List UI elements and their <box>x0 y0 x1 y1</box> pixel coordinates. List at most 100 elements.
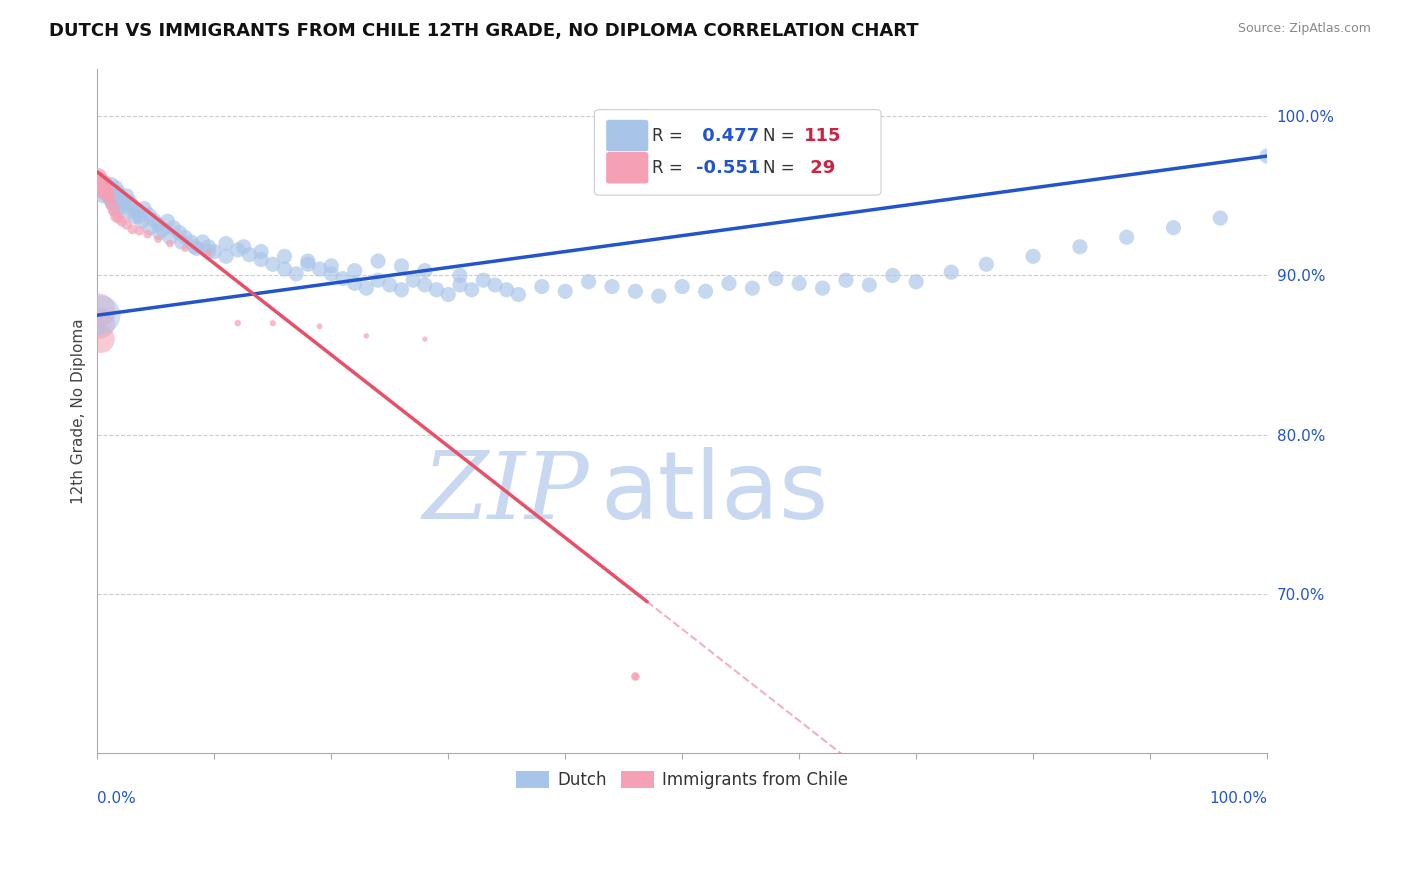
Point <box>103 184 125 198</box>
Point <box>93 186 115 200</box>
Point <box>858 277 880 292</box>
FancyBboxPatch shape <box>595 110 882 195</box>
Point <box>136 227 159 241</box>
Point <box>262 257 284 271</box>
Point <box>125 204 148 219</box>
Point <box>107 211 129 226</box>
Point <box>449 268 471 283</box>
Point <box>905 275 928 289</box>
Point <box>134 202 156 216</box>
Point <box>89 173 111 187</box>
Point <box>197 246 219 260</box>
Point <box>321 267 343 281</box>
Point <box>90 332 112 346</box>
Point <box>343 277 366 291</box>
Text: DUTCH VS IMMIGRANTS FROM CHILE 12TH GRADE, NO DIPLOMA CORRELATION CHART: DUTCH VS IMMIGRANTS FROM CHILE 12TH GRAD… <box>49 22 920 40</box>
Point <box>87 303 110 318</box>
Point <box>1022 249 1045 263</box>
Point <box>112 196 135 211</box>
Point <box>111 214 134 228</box>
Point <box>87 169 110 184</box>
Point <box>159 230 181 244</box>
Point <box>600 279 623 293</box>
Text: Source: ZipAtlas.com: Source: ZipAtlas.com <box>1237 22 1371 36</box>
Point <box>167 226 190 240</box>
Point <box>162 220 184 235</box>
Point <box>238 248 260 262</box>
Point <box>530 279 553 293</box>
Point <box>105 203 128 218</box>
Point <box>90 173 112 187</box>
Y-axis label: 12th Grade, No Diploma: 12th Grade, No Diploma <box>72 318 86 503</box>
Point <box>484 277 506 292</box>
Text: R =: R = <box>652 159 688 177</box>
Point <box>131 214 153 228</box>
Text: N =: N = <box>763 127 800 145</box>
Text: R =: R = <box>652 127 688 145</box>
Point <box>695 285 717 299</box>
Point <box>91 176 114 190</box>
Point <box>91 181 114 195</box>
Point <box>273 249 295 263</box>
Point <box>460 283 482 297</box>
Point <box>1163 220 1185 235</box>
Point <box>90 179 112 194</box>
Point <box>104 190 127 204</box>
Point <box>671 279 693 293</box>
Point <box>97 186 120 200</box>
Point <box>94 176 117 190</box>
Point <box>156 214 179 228</box>
Point <box>174 230 197 244</box>
Point <box>121 200 143 214</box>
Point <box>197 244 219 259</box>
Point <box>146 232 169 246</box>
Point <box>94 179 117 194</box>
Point <box>765 271 787 285</box>
Point <box>624 285 647 299</box>
Point <box>142 212 165 227</box>
Point <box>170 235 193 249</box>
Point <box>308 319 330 334</box>
Text: 29: 29 <box>804 159 835 177</box>
Point <box>183 240 205 254</box>
Point <box>232 240 254 254</box>
Point <box>321 259 343 273</box>
Point <box>425 283 447 297</box>
Text: 0.477: 0.477 <box>696 127 759 145</box>
Point <box>94 176 117 190</box>
Point <box>139 220 162 235</box>
Text: N =: N = <box>763 159 800 177</box>
Point <box>90 308 112 322</box>
Point <box>413 332 436 346</box>
Point <box>105 181 128 195</box>
Text: 0.0%: 0.0% <box>97 790 136 805</box>
Point <box>159 236 181 251</box>
Point <box>273 262 295 277</box>
Point <box>107 186 129 200</box>
Point <box>90 181 112 195</box>
Point <box>624 669 647 683</box>
Point <box>202 244 225 259</box>
Point <box>624 669 647 683</box>
Point <box>297 257 319 271</box>
Point <box>96 181 118 195</box>
Point <box>112 200 135 214</box>
Point <box>91 176 114 190</box>
Point <box>197 240 219 254</box>
Text: 115: 115 <box>804 127 841 145</box>
Text: atlas: atlas <box>600 447 828 539</box>
Point <box>97 189 120 203</box>
Point <box>100 196 122 211</box>
Point <box>215 249 238 263</box>
Point <box>148 226 170 240</box>
Point <box>93 186 115 200</box>
Point <box>110 192 132 206</box>
Point <box>391 283 413 297</box>
Point <box>100 178 122 192</box>
Point <box>226 243 249 257</box>
Point <box>262 316 284 330</box>
Point <box>98 192 121 206</box>
Point <box>402 273 425 287</box>
Point <box>250 244 273 259</box>
Point <box>98 190 121 204</box>
